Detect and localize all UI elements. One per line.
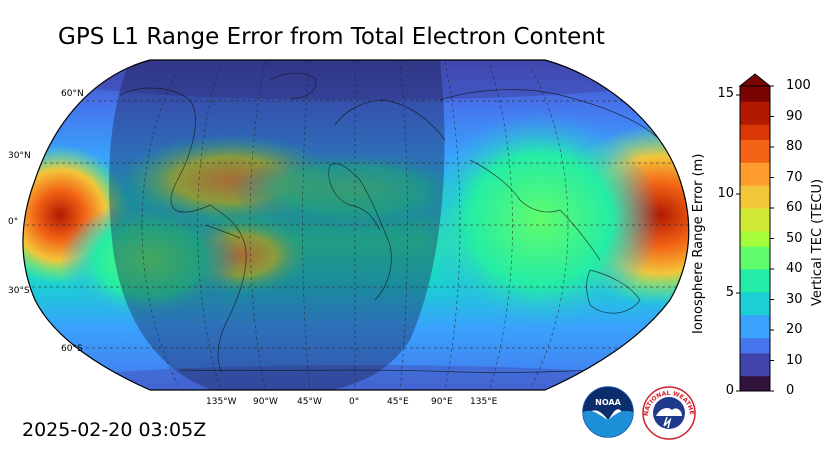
- right-tick-label: 40: [786, 261, 803, 276]
- colorbar-segment: [740, 101, 770, 110]
- lat-label-60n: 60°N: [61, 89, 84, 99]
- colorbar: [736, 73, 774, 392]
- lon-label-90w: 90°W: [253, 397, 278, 407]
- globe-outline: [22, 59, 690, 391]
- tec-field: [22, 60, 689, 390]
- colorbar-segment: [740, 246, 770, 255]
- colorbar-segment: [740, 215, 770, 224]
- colorbar-segment: [740, 86, 770, 95]
- colorbar-segment: [740, 330, 770, 339]
- lon-label-135w: 135°W: [206, 397, 237, 407]
- colorbar-segment: [740, 337, 770, 346]
- colorbar-segment: [740, 116, 770, 125]
- lon-label-135e: 135°E: [470, 397, 498, 407]
- right-tick-label: 80: [786, 139, 803, 154]
- left-axis-label: Ionosphere Range Error (m): [691, 153, 706, 334]
- noaa-logo: NOAA: [582, 386, 634, 438]
- colorbar-segment: [740, 230, 770, 239]
- right-tick-label: 0: [786, 383, 795, 398]
- right-tick-label: 20: [786, 322, 803, 337]
- left-tick-10: 10: [717, 186, 734, 201]
- lon-label-0: 0°: [349, 397, 360, 407]
- lat-label-0: 0°: [8, 217, 19, 227]
- colorbar-segment: [740, 368, 770, 377]
- colorbar-segment: [740, 131, 770, 140]
- night-shading: [109, 60, 445, 390]
- left-tick-15: 15: [717, 86, 734, 101]
- colorbar-segment: [740, 238, 770, 247]
- right-axis-label: Vertical TEC (TECU): [810, 178, 825, 306]
- right-tick-label: 60: [786, 200, 803, 215]
- colorbar-segment: [740, 192, 770, 201]
- noaa-logo-text: NOAA: [595, 398, 621, 407]
- right-tick-label: 10: [786, 352, 803, 368]
- colorbar-segment: [740, 345, 770, 354]
- lon-label-45w: 45°W: [297, 397, 322, 407]
- colorbar-segment: [740, 154, 770, 163]
- timestamp: 2025-02-20 03:05Z: [22, 419, 207, 441]
- colorbar-segment: [740, 314, 770, 323]
- right-tick-label: 30: [786, 291, 803, 307]
- right-tick-label: 90: [786, 108, 803, 124]
- colorbar-segment: [740, 291, 770, 300]
- colorbar-extend-arrow: [738, 73, 772, 87]
- colorbar-segment: [740, 124, 770, 133]
- colorbar-segment: [740, 208, 770, 217]
- colorbar-segment: [740, 322, 770, 331]
- colorbar-segment: [740, 139, 770, 148]
- coastlines: [119, 72, 661, 373]
- lat-label-60s: 60°S: [61, 344, 83, 354]
- right-tick-label: 70: [786, 169, 803, 185]
- lon-label-45e: 45°E: [387, 397, 409, 407]
- colorbar-segment: [740, 185, 770, 194]
- right-tick-label: 100: [786, 78, 811, 93]
- colorbar-segment: [740, 299, 770, 308]
- nws-logo: NATIONAL WEATHER SERVICE: [642, 386, 696, 440]
- colorbar-segment: [740, 223, 770, 232]
- colorbar-segment: [740, 108, 770, 117]
- colorbar-segment: [740, 162, 770, 171]
- lat-label-30s: 30°S: [8, 286, 30, 296]
- colorbar-segment: [740, 177, 770, 186]
- lat-label-30n: 30°N: [8, 151, 31, 161]
- colorbar-segment: [740, 93, 770, 102]
- colorbar-segment: [740, 147, 770, 156]
- left-tick-5: 5: [725, 285, 734, 300]
- colorbar-segment: [740, 284, 770, 293]
- colorbar-segment: [740, 200, 770, 209]
- graticule: [22, 60, 689, 390]
- lon-label-90e: 90°E: [431, 397, 453, 407]
- left-tick-0: 0: [725, 383, 734, 398]
- colorbar-segment: [740, 253, 770, 262]
- colorbar-segment: [740, 276, 770, 285]
- colorbar-segment: [740, 383, 770, 392]
- colorbar-segment: [740, 269, 770, 278]
- colorbar-segment: [740, 169, 770, 178]
- map-title: GPS L1 Range Error from Total Electron C…: [58, 24, 605, 50]
- colorbar-segment: [740, 261, 770, 270]
- colorbar-segment: [740, 375, 770, 384]
- right-tick-label: 50: [786, 230, 803, 246]
- colorbar-segment: [740, 360, 770, 369]
- colorbar-segment: [740, 352, 770, 361]
- colorbar-segment: [740, 307, 770, 316]
